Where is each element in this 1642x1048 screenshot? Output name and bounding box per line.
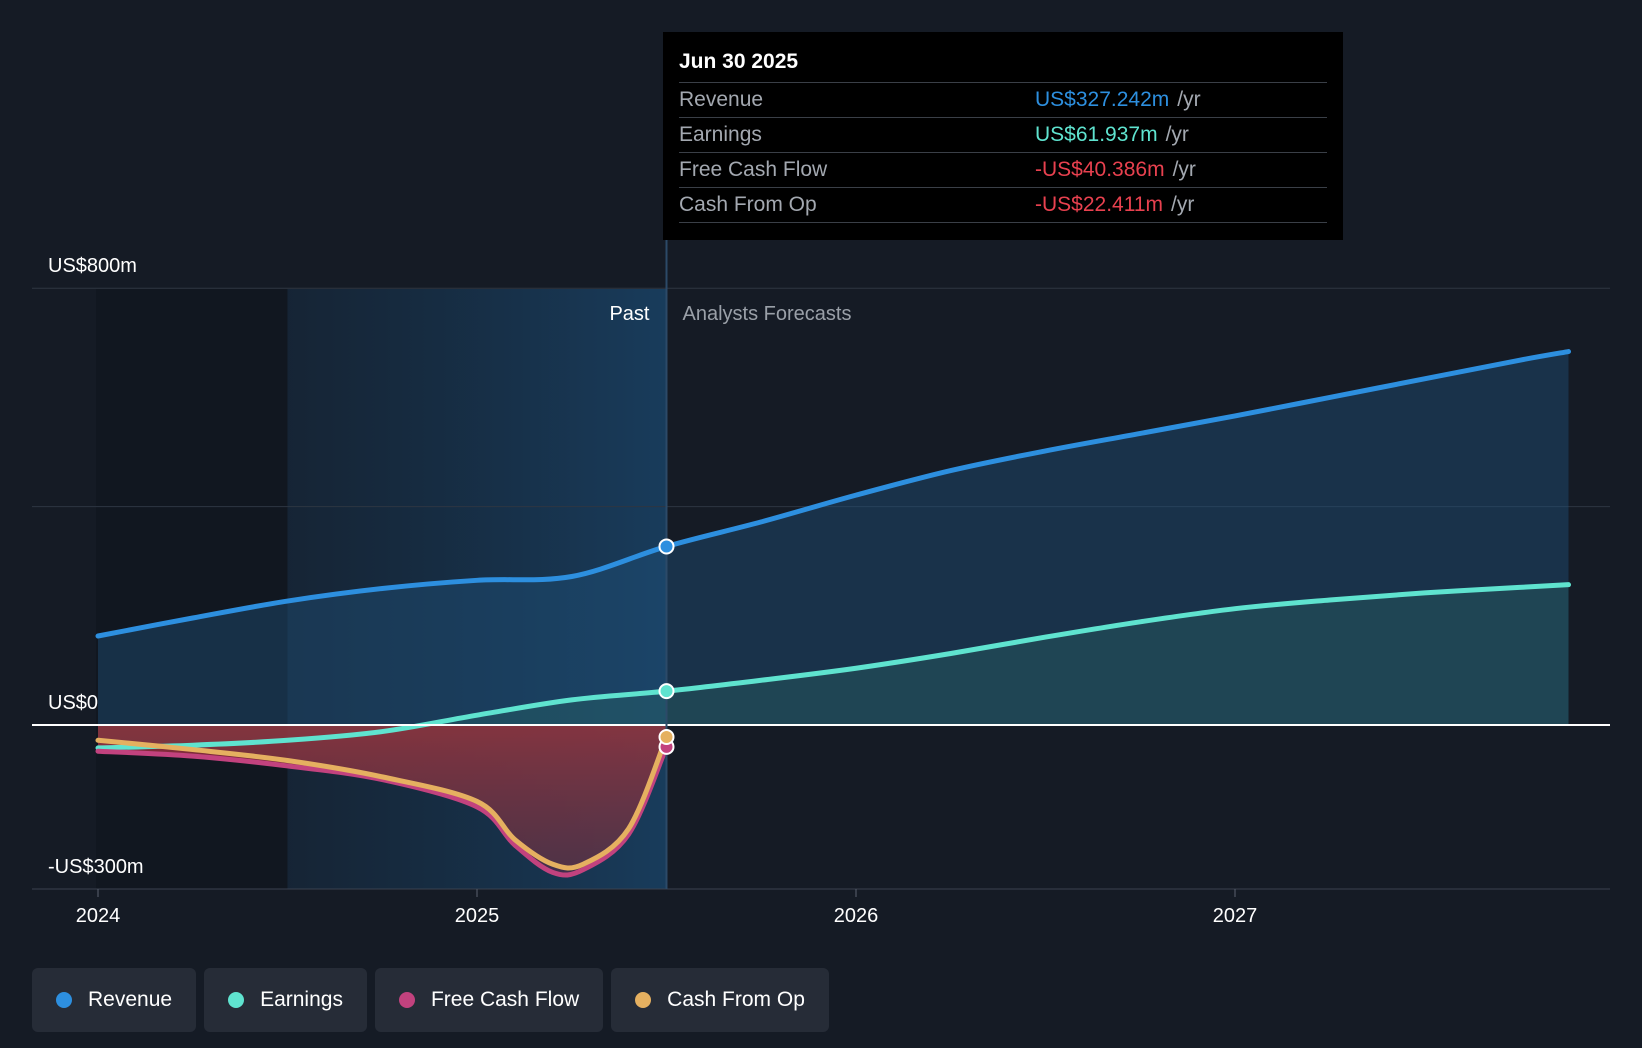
legend-dot-icon xyxy=(228,992,245,1008)
y-axis-label: -US$300m xyxy=(48,856,144,878)
tooltip-value: -US$40.386m xyxy=(1035,158,1165,181)
tooltip-label: Free Cash Flow xyxy=(679,158,828,181)
y-axis-label: US$0 xyxy=(48,692,98,714)
cash-from-op-line xyxy=(95,734,669,871)
tooltip-row-earnings: Earnings US$61.937m /yr xyxy=(679,118,1327,153)
x-axis-ticks: 2024 2025 2026 2027 xyxy=(76,889,1258,927)
tooltip-unit: /yr xyxy=(1171,193,1195,216)
tooltip-label: Cash From Op xyxy=(679,193,817,216)
earnings-area xyxy=(98,584,1569,748)
series-lines xyxy=(95,349,1572,878)
revenue-area xyxy=(98,351,1569,725)
hover-markers xyxy=(658,538,675,755)
tooltip-row-cash-from-op: Cash From Op -US$22.411m /yr xyxy=(679,188,1327,223)
revenue-marker xyxy=(658,538,675,555)
gridlines xyxy=(32,287,1610,890)
legend-item-cash-from-op[interactable]: Cash From Op xyxy=(611,968,829,1032)
tooltip-value: US$327.242m xyxy=(1035,88,1170,111)
legend-label: Earnings xyxy=(260,988,343,1011)
legend: Revenue Earnings Free Cash Flow Cash Fro… xyxy=(32,968,837,1032)
revenue-line xyxy=(95,349,1572,639)
legend-item-free-cash-flow[interactable]: Free Cash Flow xyxy=(374,968,604,1032)
legend-item-revenue[interactable]: Revenue xyxy=(32,968,197,1032)
x-tick-label: 2025 xyxy=(455,905,500,927)
legend-dot-icon xyxy=(398,992,415,1008)
free-cash-flow-line xyxy=(95,744,669,878)
tooltip-date: Jun 30 2025 xyxy=(679,46,1327,83)
tooltip-row-revenue: Revenue US$327.242m /yr xyxy=(679,83,1327,118)
tooltip-label: Revenue xyxy=(679,88,764,111)
x-tick-label: 2027 xyxy=(1213,905,1258,927)
x-tick-label: 2026 xyxy=(834,905,879,927)
cash-from-op-marker xyxy=(658,729,675,746)
cash-from-op-area xyxy=(98,725,667,869)
earnings-marker xyxy=(658,683,675,700)
forecast-label: Analysts Forecasts xyxy=(683,303,852,325)
y-axis-labels: US$800m US$0 -US$300m xyxy=(48,255,144,878)
legend-label: Free Cash Flow xyxy=(430,988,580,1011)
earnings-line xyxy=(95,582,1572,751)
legend-item-earnings[interactable]: Earnings xyxy=(204,968,367,1032)
tooltip-value: -US$22.411m xyxy=(1035,193,1164,216)
tooltip-value: US$61.937m xyxy=(1035,123,1158,146)
tooltip-unit: /yr xyxy=(1165,123,1189,146)
tooltip-row-free-cash-flow: Free Cash Flow -US$40.386m /yr xyxy=(679,153,1327,188)
tooltip-label: Earnings xyxy=(679,123,762,146)
legend-label: Cash From Op xyxy=(667,988,805,1011)
tooltip-unit: /yr xyxy=(1177,88,1201,111)
y-axis-label: US$800m xyxy=(48,255,137,277)
past-label: Past xyxy=(609,303,649,325)
hover-tooltip: Jun 30 2025 Revenue US$327.242m /yr Earn… xyxy=(663,32,1343,240)
tooltip-unit: /yr xyxy=(1172,158,1196,181)
early-band xyxy=(96,289,288,889)
legend-dot-icon xyxy=(635,992,652,1008)
free-cash-flow-area xyxy=(98,725,667,876)
x-tick-label: 2024 xyxy=(76,905,121,927)
legend-dot-icon xyxy=(56,992,72,1008)
legend-label: Revenue xyxy=(88,988,173,1011)
series-areas xyxy=(98,351,1569,876)
